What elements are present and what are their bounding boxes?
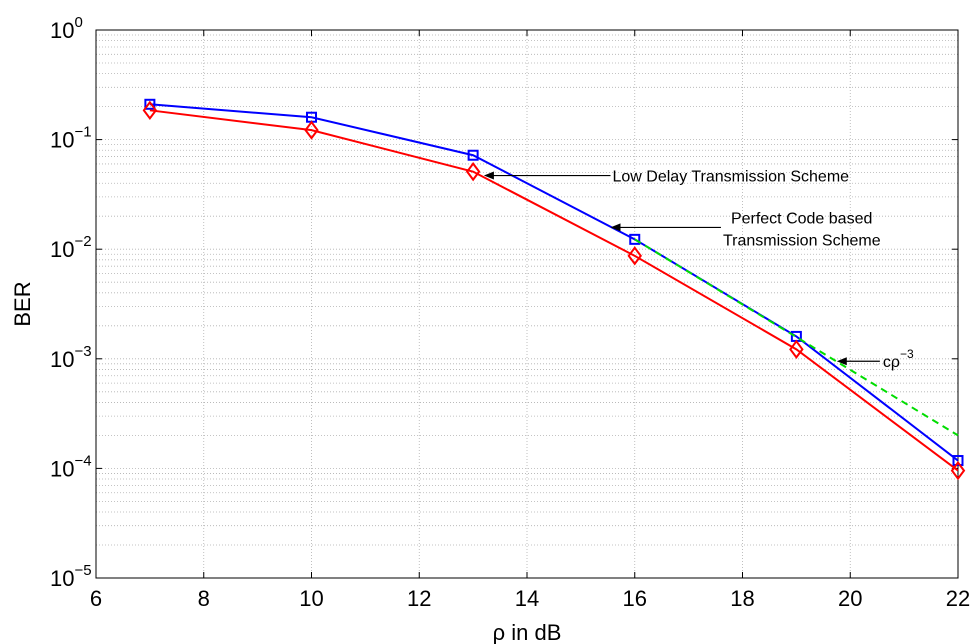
axis-ticks: 6 8 10 12 14 16 18 20 22 10−5 10−4 10−3 10−2 10−1 100 [50, 14, 970, 611]
series-point-1 [465, 161, 481, 182]
x-tick-label: 20 [838, 586, 862, 611]
x-tick-label: 18 [730, 586, 754, 611]
x-tick-label: 8 [198, 586, 210, 611]
series-point-0 [629, 233, 641, 245]
x-tick-label: 16 [623, 586, 647, 611]
series-point-1 [627, 246, 642, 266]
x-tick-label: 10 [299, 586, 323, 611]
y-tick-label: 100 [50, 14, 83, 43]
annotation-arrowhead [836, 357, 847, 366]
x-tick-label: 14 [515, 586, 539, 611]
x-tick-label: 6 [90, 586, 102, 611]
series-point-0 [467, 149, 479, 161]
x-tick-label: 12 [407, 586, 431, 611]
series-point-1 [142, 100, 158, 120]
annotation-arrowhead [610, 223, 621, 232]
grid-lines [96, 30, 958, 578]
y-tick-label: 10−4 [50, 452, 92, 481]
series-point-0 [144, 98, 156, 110]
annotation-arrowhead [483, 171, 494, 180]
y-axis-label: BER [10, 281, 35, 326]
y-tick-label: 10−2 [50, 233, 92, 262]
annotation-label: Perfect Code based Transmission Scheme [723, 210, 881, 249]
series-line-1 [149, 109, 959, 472]
series-point-0 [952, 455, 964, 467]
annotation-label: cρ−3 [883, 347, 914, 371]
series-line-0 [149, 103, 959, 462]
series-line-2 [634, 238, 959, 437]
series-point-1 [304, 120, 319, 140]
series-lines [142, 98, 966, 481]
y-tick-label: 10−3 [50, 343, 92, 372]
x-tick-label: 22 [946, 586, 970, 611]
y-tick-label: 10−1 [50, 124, 92, 153]
series-point-1 [789, 339, 804, 360]
annotation-label: Low Delay Transmission Scheme [613, 169, 850, 186]
x-axis-label: ρ in dB [493, 620, 562, 644]
annotations: Low Delay Transmission Scheme Perfect Cod… [483, 169, 914, 371]
series-point-1 [950, 460, 966, 481]
y-tick-label: 10−5 [50, 562, 92, 591]
